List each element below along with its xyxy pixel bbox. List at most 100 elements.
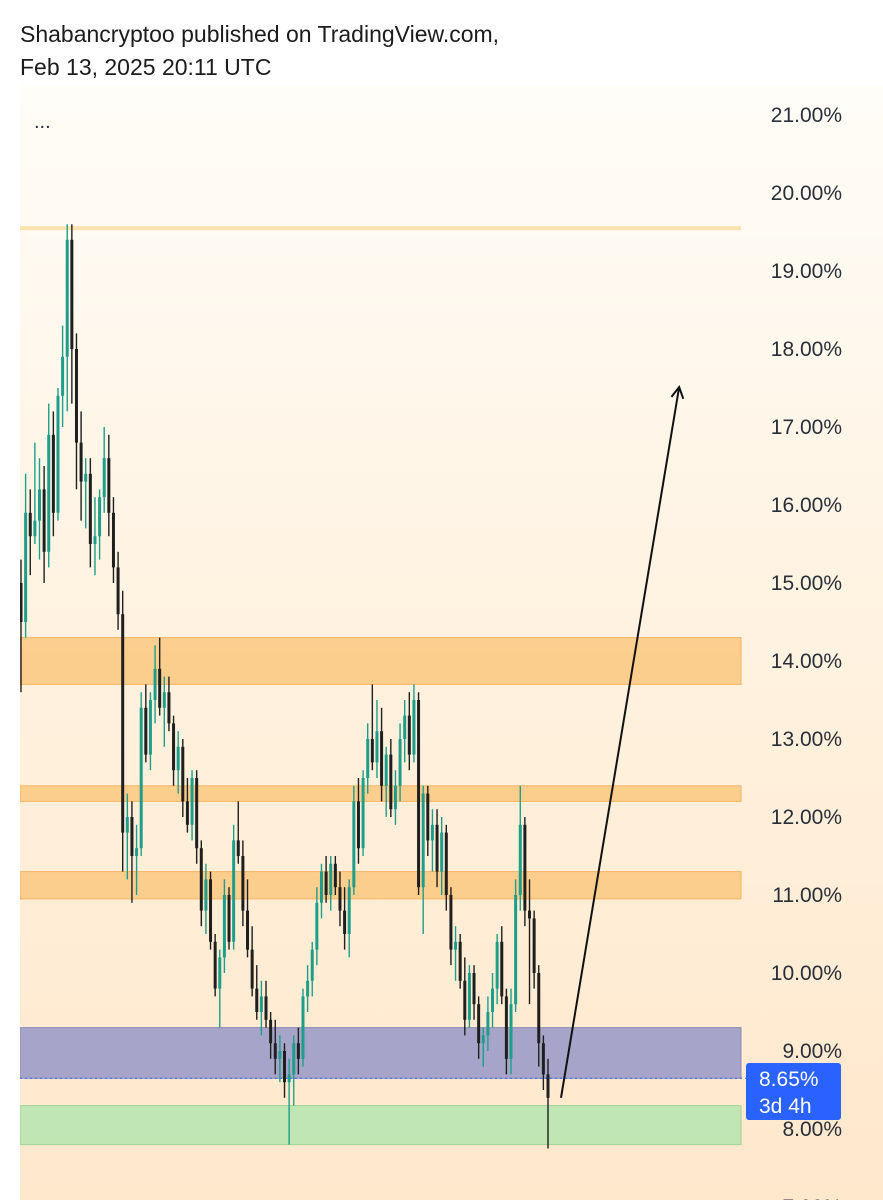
candle-body — [333, 863, 337, 888]
candle — [292, 1035, 296, 1106]
candle — [185, 778, 189, 833]
candle — [537, 965, 541, 1067]
candle-body — [287, 1074, 291, 1083]
candle-body — [162, 692, 166, 708]
candle-body — [292, 1043, 296, 1075]
candle — [74, 333, 78, 490]
candle-body — [98, 497, 102, 537]
candle — [352, 785, 356, 895]
candle-body — [537, 973, 541, 1044]
candle-body — [28, 512, 32, 537]
candle-body — [241, 856, 245, 911]
candle-body — [467, 973, 471, 1020]
candle-body — [481, 1035, 485, 1044]
candle — [454, 926, 458, 981]
candle — [509, 988, 513, 1075]
candle — [218, 949, 222, 1028]
candle — [70, 224, 74, 404]
candle — [107, 434, 111, 537]
candle — [153, 645, 157, 724]
candle-body — [167, 692, 171, 724]
publisher-line: Shabancryptoo published on TradingView.c… — [20, 21, 500, 47]
y-tick-label: 13.00% — [771, 728, 842, 751]
candle-body — [47, 434, 51, 552]
candle-body — [61, 356, 65, 396]
zone-resistance-0[interactable] — [20, 637, 742, 685]
candle-body — [236, 840, 240, 856]
candle — [121, 590, 125, 872]
current-price-label: 8.65% — [759, 1068, 819, 1091]
candle-body — [199, 848, 203, 911]
candle-body — [227, 895, 231, 942]
chart-area[interactable]: 7.00% 8.00% 9.00% 10.00% 11.00% 12.00% 13.00% 1… — [20, 86, 883, 1200]
candle — [430, 809, 434, 872]
candle — [84, 458, 88, 529]
projection-layer — [560, 388, 679, 1098]
current-price-tag: 8.65% 3d 4h — [746, 1063, 841, 1120]
candle-body — [518, 824, 522, 895]
y-tick-label: 10.00% — [771, 962, 842, 985]
candle — [343, 887, 347, 950]
y-tick-label: 15.00% — [771, 572, 842, 595]
publication-header: Shabancryptoo published on TradingView.c… — [20, 18, 499, 84]
candle — [283, 1043, 286, 1098]
candle-body — [84, 473, 88, 482]
candle — [495, 934, 499, 1005]
candle-body — [528, 910, 532, 919]
y-tick-label: 16.00% — [771, 494, 842, 517]
candle-body — [181, 746, 185, 802]
candle-body — [319, 871, 323, 903]
candle — [135, 824, 139, 895]
candle — [139, 692, 143, 856]
candle — [306, 965, 310, 1012]
price-chart[interactable]: 7.00% 8.00% 9.00% 10.00% 11.00% 12.00% 13.00% 1… — [20, 86, 883, 1200]
candle-body — [541, 1043, 545, 1075]
candle — [407, 692, 411, 771]
candle-body — [296, 1043, 300, 1059]
zone-resistance-1[interactable] — [20, 785, 742, 802]
candle-body — [403, 715, 407, 739]
candle — [532, 910, 536, 989]
candle — [102, 427, 106, 513]
candle-body — [486, 1012, 490, 1036]
candle — [380, 707, 384, 802]
candle-body — [310, 949, 314, 981]
candle-body — [259, 996, 263, 1012]
candle — [528, 879, 532, 1005]
candle-body — [523, 824, 527, 911]
candle — [199, 840, 203, 927]
candle — [28, 489, 32, 576]
candle-body — [121, 614, 125, 833]
price-tag-background — [746, 1063, 841, 1120]
projection-arrow[interactable] — [560, 388, 679, 1098]
candle — [61, 325, 65, 427]
candle-body — [324, 871, 328, 895]
zone-resistance-2[interactable] — [20, 871, 742, 900]
candle — [24, 473, 28, 638]
candle-body — [430, 824, 434, 841]
candle — [435, 809, 439, 888]
candle-body — [458, 941, 462, 981]
candle — [366, 723, 370, 794]
candle-body — [172, 723, 176, 771]
candle — [319, 863, 323, 919]
zone-demand-3[interactable] — [20, 1027, 742, 1079]
candle-body — [102, 458, 106, 498]
candle-body — [366, 739, 370, 778]
candle — [518, 785, 522, 911]
zone-support-4[interactable] — [20, 1105, 742, 1146]
candle-body — [70, 239, 74, 349]
candle-body — [139, 707, 143, 849]
chart-menu-icon[interactable]: ... — [34, 111, 51, 133]
candle — [204, 863, 208, 934]
price-axis[interactable]: 7.00% 8.00% 9.00% 10.00% 11.00% 12.00% 13.00% 1… — [771, 104, 842, 1200]
candle-body — [338, 887, 342, 911]
candle-body — [440, 832, 444, 872]
candle — [301, 988, 305, 1067]
candle-body — [51, 434, 55, 513]
y-tick-label: 20.00% — [771, 182, 842, 205]
candle-body — [24, 512, 28, 622]
candle — [486, 996, 490, 1051]
candle — [546, 1058, 550, 1149]
candle — [227, 887, 231, 950]
